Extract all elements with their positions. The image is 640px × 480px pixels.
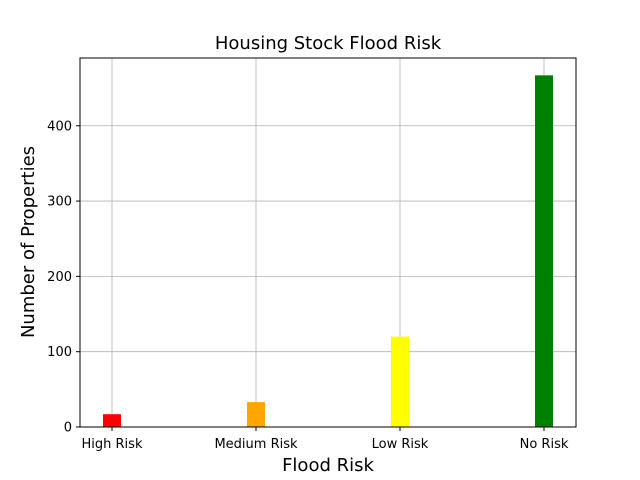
x-tick-label: No Risk — [520, 437, 569, 452]
y-tick-label: 300 — [47, 195, 72, 210]
y-tick-label: 0 — [64, 421, 72, 436]
chart-title: Housing Stock Flood Risk — [215, 33, 442, 54]
x-tick-label: Medium Risk — [214, 437, 298, 452]
bar — [391, 336, 409, 427]
y-axis-label: Number of Properties — [18, 146, 39, 338]
bar — [535, 75, 553, 428]
bars — [103, 75, 553, 428]
y-tick-label: 100 — [47, 345, 72, 360]
ticks: High Risk Medium Risk Low Risk No Risk 0 100 2… — [47, 119, 569, 452]
axes-frame — [79, 57, 577, 428]
x-tick-label: Low Risk — [372, 437, 429, 452]
bar — [247, 402, 265, 427]
x-axis-label: Flood Risk — [282, 455, 374, 476]
y-tick-label: 400 — [47, 119, 72, 134]
bar — [103, 414, 121, 427]
x-tick-label: High Risk — [82, 437, 143, 452]
y-tick-label: 200 — [47, 270, 72, 285]
